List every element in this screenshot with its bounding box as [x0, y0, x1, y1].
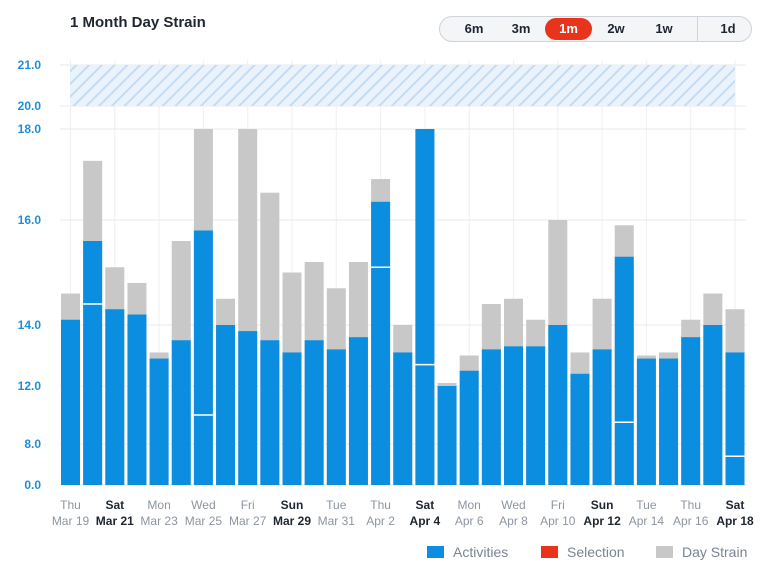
- x-tick-day: Sun: [281, 498, 304, 512]
- bar-activities: [326, 349, 346, 485]
- x-tick-date: Apr 6: [455, 514, 484, 528]
- x-tick-date: Apr 14: [629, 514, 665, 528]
- bar-activities: [437, 386, 457, 485]
- bar-activities: [127, 314, 147, 485]
- bar-activities: [348, 337, 368, 485]
- y-tick-label: 12.0: [18, 379, 42, 393]
- legend-item-activities: Activities: [427, 544, 508, 560]
- x-tick-day: Fri: [241, 498, 255, 512]
- bar-activities: [548, 325, 568, 485]
- bar-activities: [193, 230, 213, 485]
- bar-activities: [238, 331, 258, 485]
- bar-activities: [149, 358, 169, 485]
- x-tick-date: Apr 12: [583, 514, 621, 528]
- legend-label-activities: Activities: [453, 544, 509, 560]
- bar-activities: [526, 346, 546, 485]
- bar-activities: [681, 337, 701, 485]
- y-tick-label: 20.0: [18, 99, 42, 113]
- x-tick-date: Mar 21: [96, 514, 134, 528]
- bar-activities: [614, 256, 634, 485]
- x-tick-date: Apr 10: [540, 514, 576, 528]
- range-button-1d[interactable]: 1d: [720, 21, 736, 36]
- bar-activities: [481, 349, 501, 485]
- x-tick-date: Apr 8: [499, 514, 528, 528]
- x-tick-day: Sat: [105, 498, 124, 512]
- bar-activities: [659, 358, 679, 485]
- bar-activities: [105, 309, 125, 485]
- x-tick-day: Fri: [551, 498, 565, 512]
- range-divider: [697, 17, 698, 41]
- bar-activities: [216, 325, 236, 485]
- legend-swatch-day-strain: [656, 546, 673, 558]
- x-tick-day: Thu: [680, 498, 701, 512]
- bar-activities: [459, 370, 479, 485]
- x-tick-day: Wed: [191, 498, 215, 512]
- y-tick-label: 16.0: [18, 213, 42, 227]
- x-tick-date: Apr 4: [410, 514, 441, 528]
- x-tick-date: Mar 23: [140, 514, 178, 528]
- bar-activities: [570, 373, 590, 485]
- x-tick-date: Mar 29: [273, 514, 311, 528]
- bar-activities: [703, 325, 723, 485]
- bar-activities: [393, 352, 413, 485]
- x-tick-day: Thu: [370, 498, 391, 512]
- legend-swatch-selection: [541, 546, 558, 558]
- legend-item-selection: Selection: [541, 544, 625, 560]
- x-tick-day: Sat: [726, 498, 745, 512]
- legend-label-day-strain: Day Strain: [682, 544, 748, 560]
- bar-activities: [415, 129, 435, 485]
- x-tick-date: Apr 16: [673, 514, 709, 528]
- y-tick-label: 21.0: [18, 58, 42, 72]
- y-tick-label: 8.0: [24, 437, 41, 451]
- x-tick-date: Mar 31: [318, 514, 356, 528]
- x-tick-date: Mar 27: [229, 514, 267, 528]
- time-range-selector: 6m 3m 1m 2w 1w 1d: [439, 16, 752, 42]
- strain-highlight-band: [70, 65, 735, 106]
- x-tick-date: Mar 19: [52, 514, 90, 528]
- range-button-1m[interactable]: 1m: [545, 18, 592, 40]
- x-tick-day: Mon: [147, 498, 170, 512]
- legend-item-day-strain: Day Strain: [656, 544, 747, 560]
- bar-activities: [504, 346, 523, 485]
- bar-activities: [282, 352, 302, 485]
- x-tick-day: Mon: [458, 498, 481, 512]
- bar-activities: [725, 352, 745, 485]
- bar-activities: [83, 241, 103, 485]
- x-tick-date: Mar 25: [185, 514, 223, 528]
- bar-activities: [171, 340, 191, 485]
- range-button-3m[interactable]: 3m: [511, 21, 531, 36]
- page-title: 1 Month Day Strain: [70, 14, 206, 31]
- legend-label-selection: Selection: [567, 544, 625, 560]
- range-button-6m[interactable]: 6m: [464, 21, 484, 36]
- x-tick-day: Tue: [636, 498, 657, 512]
- bar-activities: [636, 358, 656, 485]
- x-tick-date: Apr 18: [716, 514, 754, 528]
- x-tick-day: Tue: [326, 498, 347, 512]
- bar-activities: [592, 349, 612, 485]
- legend-swatch-activities: [427, 546, 444, 558]
- x-tick-day: Sun: [591, 498, 614, 512]
- x-tick-date: Apr 2: [366, 514, 395, 528]
- range-button-1w[interactable]: 1w: [655, 21, 673, 36]
- bar-activities: [304, 340, 324, 485]
- x-tick-day: Thu: [60, 498, 81, 512]
- x-tick-day: Wed: [501, 498, 525, 512]
- bar-activities: [371, 201, 391, 486]
- range-button-2w[interactable]: 2w: [607, 21, 625, 36]
- y-tick-label: 0.0: [24, 478, 41, 492]
- y-tick-label: 14.0: [18, 318, 42, 332]
- bar-activities: [61, 319, 80, 485]
- bar-activities: [260, 340, 280, 485]
- y-tick-label: 18.0: [18, 122, 42, 136]
- x-tick-day: Sat: [416, 498, 435, 512]
